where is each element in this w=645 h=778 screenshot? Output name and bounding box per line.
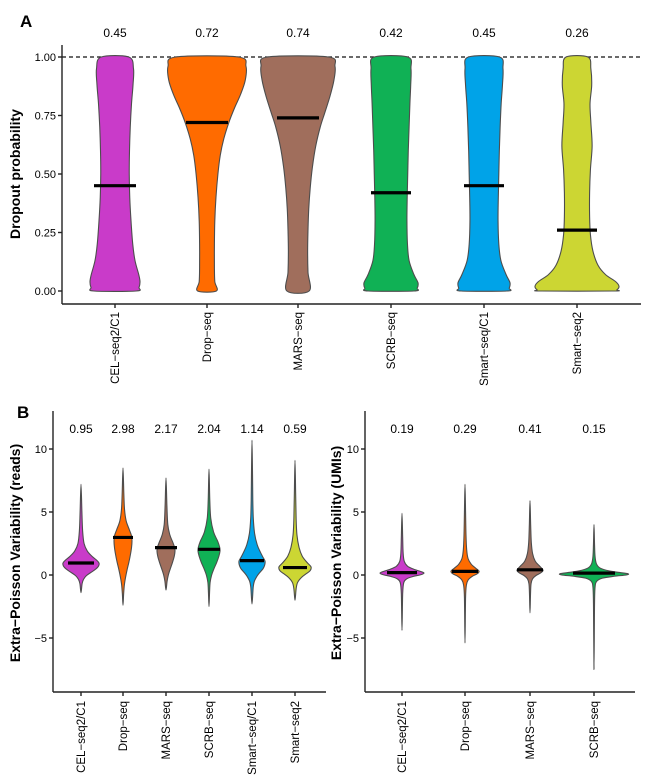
- panel-b-label: B: [17, 403, 30, 422]
- chart-dropout: 0.00 0.25 0.50 0.75 1.00 CEL−seq2/C1 Drop−seq M…: [7, 26, 641, 386]
- y-axis-title: Dropout probability: [7, 109, 23, 239]
- violin-SCRB−seq: [363, 54, 419, 292]
- panel-a-label: A: [20, 12, 33, 31]
- y-tick-label: 0: [41, 570, 47, 582]
- x-category-label: Drop−seq: [202, 312, 214, 362]
- annotation-value: 0.72: [195, 26, 219, 40]
- violin-Smart−seq/C1: [456, 54, 512, 292]
- annotation-value: 0.45: [103, 26, 127, 40]
- y-tick-label: 0: [353, 570, 359, 582]
- annotation-value: 0.45: [472, 26, 496, 40]
- chart-epv_umis: −5 0 5 10 CEL−seq2/C1 Drop−seq MARS−seq SCRB−se…: [328, 411, 635, 773]
- annotation-value: 0.26: [565, 26, 589, 40]
- x-category-label: Smart−seq2: [572, 312, 584, 374]
- violin-Smart−seq2: [534, 54, 620, 292]
- violin-MARS−seq: [259, 55, 337, 294]
- y-tick-label: 0.00: [35, 286, 56, 298]
- y-tick-label: 5: [41, 507, 47, 519]
- x-category-label: CEL−seq2/C1: [397, 701, 409, 773]
- x-category-label: MARS−seq: [293, 312, 305, 370]
- y-axis-title: Extra−Poisson Variability (reads): [7, 444, 23, 662]
- annotation-value: 2.17: [154, 422, 178, 436]
- y-tick-label: 0.75: [35, 111, 56, 123]
- x-category-label: Drop−seq: [118, 701, 130, 751]
- annotation-value: 0.42: [379, 26, 403, 40]
- annotation-value: 0.29: [453, 422, 477, 436]
- y-tick-label: 10: [35, 444, 47, 456]
- y-tick-label: −5: [346, 633, 359, 645]
- annotation-value: 2.04: [197, 422, 221, 436]
- x-category-label: CEL−seq2/C1: [76, 701, 88, 773]
- y-tick-label: 10: [347, 444, 359, 456]
- x-category-label: Drop−seq: [460, 701, 472, 751]
- annotation-value: 0.41: [518, 422, 542, 436]
- x-category-label: MARS−seq: [161, 701, 173, 759]
- annotation-value: 0.95: [69, 422, 93, 436]
- violin-MARS−seq: [516, 500, 544, 614]
- annotation-value: 1.14: [240, 422, 264, 436]
- y-tick-label: 0.50: [35, 169, 56, 181]
- x-category-label: Smart−seq2: [290, 701, 302, 763]
- violin-Smart−seq/C1: [238, 439, 266, 605]
- x-category-label: SCRB−seq: [386, 312, 398, 369]
- annotation-value: 0.74: [286, 26, 310, 40]
- violin-CEL−seq2/C1: [89, 54, 141, 292]
- x-category-label: Smart−seq/C1: [479, 312, 491, 386]
- x-category-label: CEL−seq2/C1: [110, 312, 122, 384]
- y-tick-label: 5: [353, 507, 359, 519]
- y-tick-label: 0.25: [35, 228, 56, 240]
- violin-CEL−seq2/C1: [62, 483, 100, 594]
- annotation-value: 2.98: [111, 422, 135, 436]
- violin-SCRB−seq: [558, 524, 630, 671]
- annotation-value: 0.19: [390, 422, 414, 436]
- x-category-label: SCRB−seq: [589, 701, 601, 758]
- x-category-label: MARS−seq: [525, 701, 537, 759]
- annotation-value: 0.59: [283, 422, 307, 436]
- violin-Smart−seq2: [278, 459, 312, 601]
- y-tick-label: −5: [34, 633, 47, 645]
- y-tick-label: 1.00: [35, 52, 56, 64]
- violin-Drop−seq: [166, 55, 248, 293]
- chart-epv_reads: −5 0 5 10 CEL−seq2/C1 Drop−seq MARS−seq SCRB−se…: [7, 411, 326, 775]
- annotation-value: 0.15: [582, 422, 606, 436]
- y-axis-title: Extra−Poisson Variability (UMIs): [328, 446, 344, 660]
- violin-Drop−seq: [450, 483, 480, 644]
- x-category-label: SCRB−seq: [204, 701, 216, 758]
- x-category-label: Smart−seq/C1: [247, 701, 259, 775]
- violin-MARS−seq: [156, 477, 176, 591]
- violin-SCRB−seq: [197, 468, 221, 608]
